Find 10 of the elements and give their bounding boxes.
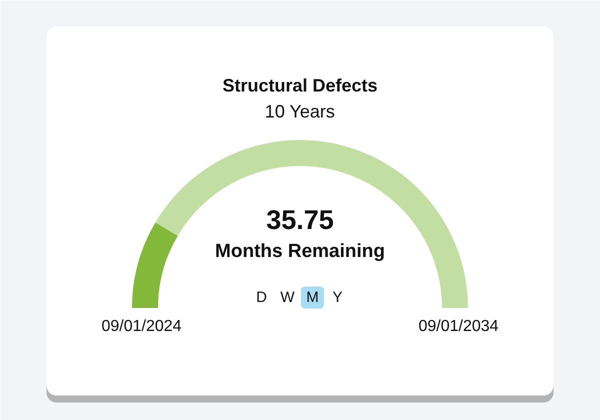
text: W — [280, 289, 296, 306]
text: Months Remaining — [215, 241, 385, 262]
text: M — [306, 289, 319, 306]
text: 35.75 — [266, 205, 334, 235]
text: 09/01/2034 — [418, 318, 499, 335]
text: Y — [332, 289, 343, 306]
chart-title: Structural Defects — [222, 76, 378, 96]
chart-subtitle: 10 Years — [264, 102, 335, 122]
text: 09/01/2024 — [101, 318, 182, 335]
text: D — [256, 289, 268, 306]
